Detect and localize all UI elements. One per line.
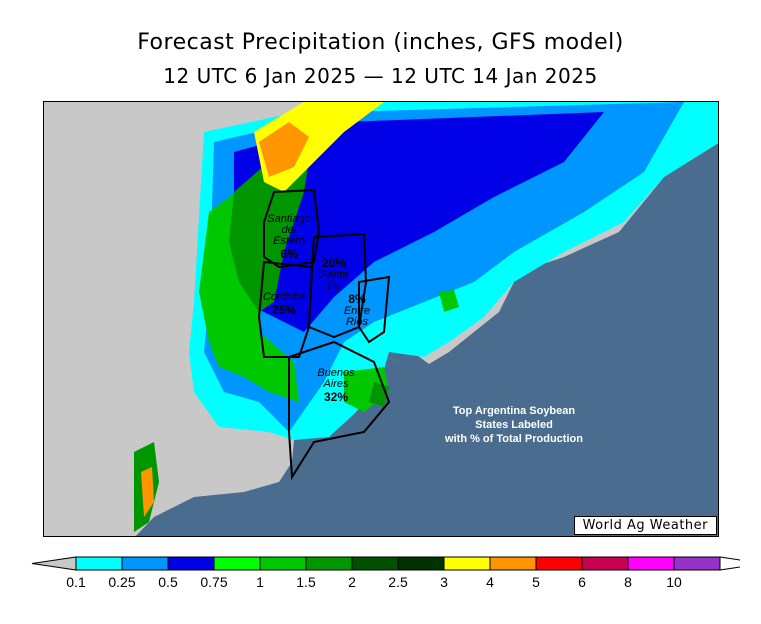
precip-green-patch	[439, 290, 459, 312]
state-name-line: Santa	[319, 269, 349, 281]
legend-tick-label: 0.5	[158, 574, 178, 590]
legend-tick-label: 5	[532, 574, 540, 590]
state-label-cordoba: Cordoba 25%	[254, 291, 314, 318]
border-cordoba	[257, 260, 314, 358]
legend-tick-label: 0.1	[66, 574, 86, 590]
border-entre-rios	[358, 275, 391, 344]
state-label-entre-rios: 8% Entre Rios	[335, 292, 379, 328]
watermark: World Ag Weather	[573, 516, 717, 535]
legend-swatch	[581, 556, 629, 571]
map-title: Forecast Precipitation (inches, GFS mode…	[137, 30, 624, 55]
legend-swatch	[627, 556, 675, 571]
legend-swatch	[535, 556, 583, 571]
legend-swatch	[351, 556, 399, 571]
legend-tick-label: 4	[486, 574, 494, 590]
state-label-santiago-del-estero: Santiago del Estero 6%	[259, 213, 319, 262]
state-pct: 8%	[348, 292, 366, 306]
legend-tick-label: 0.25	[108, 574, 135, 590]
state-pct: 32%	[323, 390, 349, 404]
legend-tick-label: 8	[624, 574, 632, 590]
legend-tick-label: 3	[440, 574, 448, 590]
soybean-note: Top Argentina Soybean States Labeled wit…	[439, 404, 589, 446]
legend-swatch	[443, 556, 491, 571]
legend-above-arrow	[719, 556, 761, 571]
legend-swatch	[75, 556, 123, 571]
legend-swatch	[213, 556, 261, 571]
state-name-line: del	[281, 224, 297, 236]
legend-swatch	[305, 556, 353, 571]
legend-swatch	[259, 556, 307, 571]
legend-tick-label: 1	[256, 574, 264, 590]
state-name-line: Cordoba	[262, 291, 306, 303]
state-pct: 25%	[271, 303, 297, 317]
precip-southern-andes-hot	[141, 467, 154, 517]
legend-tick-label: 1.5	[296, 574, 316, 590]
state-pct: 20%	[321, 256, 347, 270]
precipitation-map: Santiago del Estero 6% 20% Santa Fe Cord…	[43, 101, 719, 537]
state-name-line: Fe	[327, 280, 341, 292]
map-subtitle: 12 UTC 6 Jan 2025 — 12 UTC 14 Jan 2025	[163, 64, 598, 88]
state-label-buenos-aires: Buenos Aires 32%	[306, 367, 366, 405]
legend-swatch	[673, 556, 721, 571]
precip-blue	[234, 112, 604, 332]
legend-swatch	[489, 556, 537, 571]
precip-orange	[259, 122, 309, 177]
state-name-line: Santiago	[267, 213, 311, 225]
note-line: Top Argentina Soybean	[452, 405, 576, 417]
state-pct: 6%	[280, 247, 298, 261]
note-line: States Labeled	[475, 419, 553, 431]
legend-tick-label: 10	[666, 574, 682, 590]
state-name-line: Aires	[323, 378, 349, 390]
legend-tick-label: 2.5	[388, 574, 408, 590]
state-name-line: Rios	[345, 316, 368, 328]
legend-tick-label: 0.75	[200, 574, 227, 590]
legend-swatch	[167, 556, 215, 571]
state-name-line: Entre	[343, 305, 371, 317]
legend-swatch	[121, 556, 169, 571]
border-buenos-aires	[288, 340, 391, 481]
state-name-line: Estero	[273, 235, 305, 247]
legend-below-arrow	[31, 556, 77, 571]
legend-swatch	[397, 556, 445, 571]
color-legend: 0.1 0.25 0.5 0.75 1 1.5 2 2.5 3 4 5 6 8 10	[30, 554, 761, 598]
state-name-line: Buenos	[317, 367, 355, 379]
legend-tick-label: 2	[348, 574, 356, 590]
legend-tick-label: 6	[578, 574, 586, 590]
note-line: with % of Total Production	[445, 433, 583, 445]
state-label-santa-fe: 20% Santa Fe	[309, 256, 359, 292]
